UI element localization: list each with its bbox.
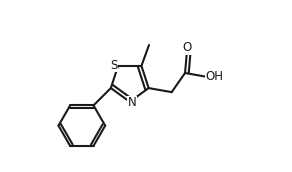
Text: OH: OH xyxy=(205,70,223,83)
Text: O: O xyxy=(182,41,192,54)
Text: S: S xyxy=(110,59,117,72)
Text: N: N xyxy=(128,96,137,109)
